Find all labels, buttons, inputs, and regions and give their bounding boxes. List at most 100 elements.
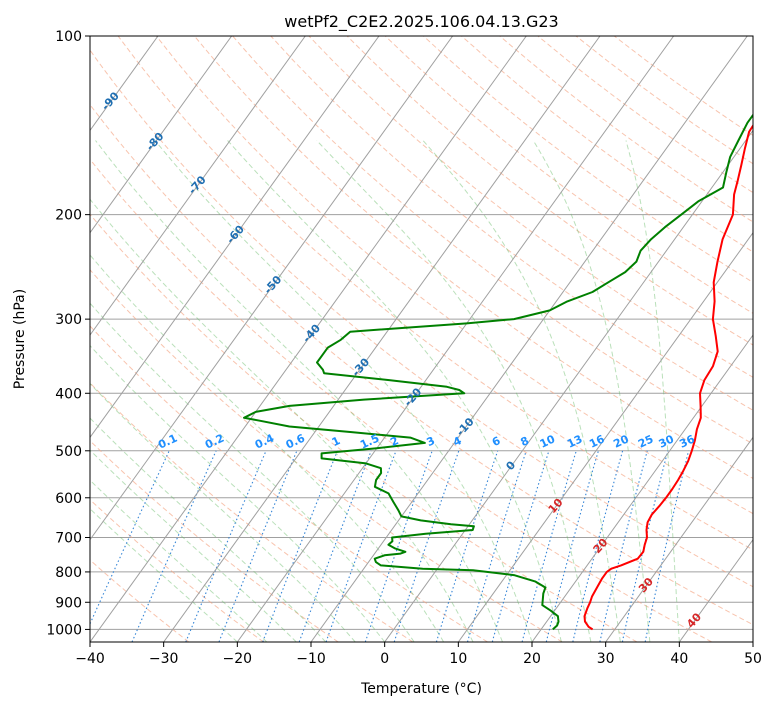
y-tick-label: 700	[55, 531, 82, 547]
dry-adiabat	[90, 158, 712, 642]
mixing-ratio-label: 20	[611, 432, 631, 450]
isotherm-label: -20	[401, 385, 424, 409]
moist-adiabat	[422, 140, 621, 642]
mixing-ratio-line	[435, 450, 499, 642]
mixing-ratio-line	[393, 450, 460, 642]
x-tick-label: 20	[523, 651, 541, 667]
dry-adiabat	[90, 325, 488, 642]
mixing-ratio-label: 0.4	[253, 431, 276, 451]
moist-adiabat	[90, 449, 297, 642]
dry-adiabat	[90, 103, 753, 626]
pressure-grid	[90, 36, 753, 630]
isotherm-label: 40	[684, 610, 704, 630]
moist-adiabat	[154, 140, 533, 642]
x-tick-label: 40	[670, 651, 688, 667]
mixing-ratio-label: 0.1	[156, 432, 179, 452]
mixing-ratio-label: 3	[425, 434, 437, 449]
isotherm-line	[163, 36, 601, 642]
moist-adiabat	[625, 140, 680, 642]
mixing-ratio-label: 25	[636, 433, 655, 451]
mixing-ratio-line	[90, 450, 170, 626]
mixing-ratio-labels: 0.1 0.2 0.4 0.6 1 1.5 2 3 4 6 8 10 13 16 20 25 30 36	[156, 431, 697, 451]
mixing-ratio-line	[131, 450, 217, 642]
mixing-ratio-label: 10	[538, 432, 558, 450]
moist-adiabat	[90, 302, 415, 642]
y-tick-label: 900	[55, 595, 82, 611]
moist-adiabat	[90, 479, 268, 642]
mixing-ratio-line	[621, 450, 669, 642]
y-tick-label: 100	[55, 29, 82, 45]
dry-adiabat	[90, 49, 753, 588]
y-tick-label: 300	[55, 312, 82, 328]
isotherm-label: -100	[49, 50, 77, 79]
mixing-ratio-label: 1	[330, 434, 342, 449]
moist-adiabat	[90, 344, 386, 642]
isotherm-line	[0, 36, 11, 642]
x-tick-label: −40	[75, 651, 105, 667]
mixing-ratio-label: 16	[587, 432, 607, 450]
isotherm-label: -60	[224, 222, 247, 246]
mixing-ratio-line	[185, 450, 267, 642]
isotherm-label: -40	[300, 321, 323, 345]
moist-adiabat	[90, 417, 327, 642]
dry-adiabat	[461, 36, 753, 253]
isotherm-line	[531, 334, 753, 642]
isotherm-line	[236, 36, 675, 642]
mixing-ratio-line	[364, 450, 433, 642]
dry-adiabat	[232, 36, 753, 445]
dry-adiabat	[90, 559, 190, 642]
x-tick-label: 50	[744, 651, 762, 667]
isotherm-label: 20	[591, 536, 611, 556]
mixing-ratio-line	[572, 450, 624, 642]
dry-adiabat	[423, 36, 753, 283]
y-tick-label: 1000	[46, 622, 82, 638]
isotherm-label: -80	[144, 130, 167, 154]
y-tick-label: 200	[55, 208, 82, 224]
isotherm-line	[90, 36, 527, 642]
mixing-ratio-line	[218, 450, 298, 642]
x-tick-label: −10	[296, 651, 326, 667]
dry-adiabat	[90, 382, 414, 642]
mixing-ratio-line	[466, 450, 527, 642]
x-tick-label: −30	[149, 651, 179, 667]
moist-adiabat	[95, 140, 503, 642]
y-tick-label: 500	[55, 444, 82, 460]
sounding-trace	[583, 123, 753, 631]
y-tick-label: 400	[55, 386, 82, 402]
dry-adiabat	[270, 36, 753, 411]
isotherm-label: 10	[546, 496, 566, 516]
y-axis-ticks: 100 200 300 400 500 600 700 800 900 1000	[46, 29, 90, 638]
isotherm-line	[90, 36, 380, 439]
mixing-ratio-label: 30	[657, 432, 677, 450]
dry-adiabat	[194, 36, 753, 479]
isotherm-label: 30	[636, 575, 656, 595]
chart-title: wetPf2_C2E2.2025.106.04.13.G23	[284, 12, 558, 32]
isotherm-line	[605, 436, 753, 642]
isotherm-label: -70	[186, 173, 209, 197]
moist-adiabat	[316, 140, 592, 642]
dry-adiabat	[613, 36, 753, 136]
dry-adiabat	[308, 36, 753, 378]
moist-adiabat	[90, 508, 238, 642]
isotherm-label: 0	[504, 458, 519, 473]
dry-adiabat	[90, 440, 339, 642]
y-axis-label: Pressure (hPa)	[12, 289, 28, 389]
sounding-traces	[243, 113, 753, 631]
moist-adiabat	[90, 198, 474, 642]
mixing-ratio-line	[545, 450, 599, 642]
mixing-ratio-label: 0.2	[203, 432, 226, 452]
x-axis-label: Temperature (°C)	[360, 681, 482, 697]
x-tick-label: −20	[223, 651, 253, 667]
isotherm-line	[457, 231, 753, 642]
isotherm-line	[90, 36, 233, 234]
x-tick-label: 10	[449, 651, 467, 667]
mixing-ratio-label: 0.6	[284, 431, 307, 451]
dry-adiabat	[384, 36, 753, 314]
x-tick-label: 30	[597, 651, 615, 667]
sounding-trace	[243, 113, 753, 631]
dry-adiabat	[90, 499, 264, 642]
isotherm-line	[90, 36, 306, 336]
isotherm-line	[310, 36, 748, 642]
y-tick-label: 800	[55, 565, 82, 581]
